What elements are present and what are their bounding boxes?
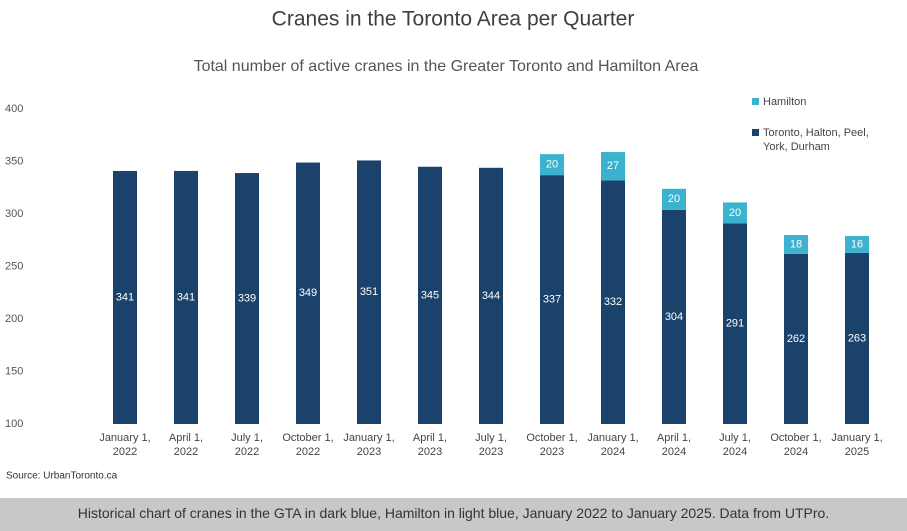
y-tick-label: 300 [5,208,23,220]
bar-segment [784,253,808,424]
bar-segment [662,209,686,424]
data-label: 332 [604,296,622,308]
source: Source: UrbanToronto.ca [6,471,118,482]
data-label: 20 [729,207,741,219]
x-tick-label: April 1, 2024 [657,432,691,458]
legend-swatch [752,129,759,136]
data-label: 20 [546,159,558,171]
bar-segment [723,202,747,224]
bar-segment [113,170,137,424]
y-tick-label: 350 [5,155,23,167]
data-label: 337 [543,293,561,305]
data-label: 341 [116,291,134,303]
legend-item: Hamilton [752,95,888,109]
bar-segment [662,188,686,210]
data-label: 339 [238,292,256,304]
legend-swatch [752,98,759,105]
x-tick-label: April 1, 2022 [169,432,203,458]
bar-segment [540,175,564,424]
y-tick-label: 200 [5,313,23,325]
chart-title: Cranes in the Toronto Area per Quarter [272,8,635,31]
legend-item: Toronto, Halton, Peel, York, Durham [752,126,888,154]
bar-segment [357,160,381,424]
x-tick-label: October 1, 2024 [770,432,821,458]
legend-label: Toronto, Halton, Peel, York, Durham [763,127,869,153]
x-tick-label: July 1, 2023 [475,432,507,458]
x-tick-label: July 1, 2022 [231,432,263,458]
data-label: 27 [607,160,619,172]
legend-label: Hamilton [763,96,807,108]
bar-segment [723,223,747,424]
data-label: 18 [790,238,802,250]
x-tick-label: July 1, 2024 [719,432,751,458]
bar-segment [845,252,869,424]
x-tick-label: October 1, 2022 [282,432,333,458]
bar-segment [784,235,808,254]
y-tick-label: 250 [5,260,23,272]
data-label: 16 [851,238,863,250]
chart: Cranes in the Toronto Area per Quarter T… [5,8,883,482]
bar-segment [601,180,625,424]
bar-segment [479,167,503,425]
data-label: 345 [421,289,439,301]
y-tick-label: 400 [5,103,23,115]
data-label: 263 [848,332,866,344]
bar-segment [845,236,869,253]
data-label: 262 [787,333,805,345]
data-label: 349 [299,287,317,299]
x-tick-label: January 1, 2024 [587,432,638,458]
x-tick-label: April 1, 2023 [413,432,447,458]
bar-segment [296,162,320,425]
caption: Historical chart of cranes in the GTA in… [0,498,907,531]
bar-segment [601,152,625,181]
x-tick-label: October 1, 2023 [526,432,577,458]
x-tick-label: January 1, 2023 [343,432,394,458]
y-tick-label: 150 [5,365,23,377]
data-label: 344 [482,290,500,302]
data-label: 341 [177,291,195,303]
bar-segment [235,173,259,424]
bar-segment [540,154,564,176]
bar-segment [174,170,198,424]
data-label: 20 [668,193,680,205]
data-label: 351 [360,286,378,298]
x-tick-label: January 1, 2025 [831,432,882,458]
y-tick-label: 100 [5,418,23,430]
data-label: 304 [665,311,683,323]
x-tick-label: January 1, 2022 [99,432,150,458]
bar-segment [418,166,442,424]
chart-subtitle: Total number of active cranes in the Gre… [194,58,699,75]
data-label: 291 [726,318,744,330]
